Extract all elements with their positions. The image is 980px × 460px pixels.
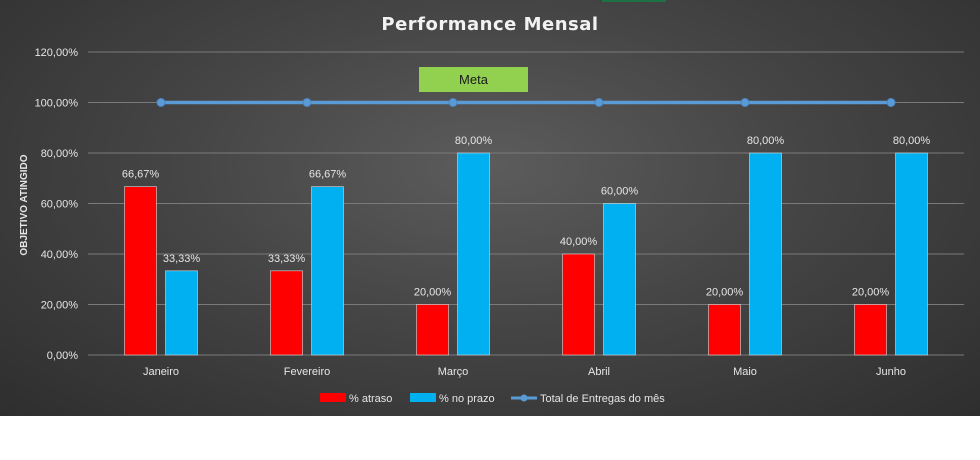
y-tick-label: 20,00% [41,300,79,312]
total-line [156,98,896,107]
total-line-point [886,98,896,107]
data-label: 80,00% [893,135,931,147]
bar-no-prazo [895,152,928,356]
y-tick-label: 0,00% [47,350,78,362]
total-line-point [156,98,166,107]
data-label: 80,00% [455,135,493,147]
bar-no-prazo [603,203,636,356]
chart-area: Performance Mensal OBJETIVO ATINGIDO 0,0… [0,0,980,416]
total-line-point [740,98,750,107]
y-tick-labels: 0,00% 20,00% 40,00% 60,00% 80,00% 100,00% 120,… [35,47,79,362]
x-category-labels: Janeiro Fevereiro Março Abril Maio Junho [143,366,906,378]
data-labels: 66,67% 33,33% 33,33% 66,67% 20,00% 80,00% 40,0… [122,135,931,299]
x-category-label: Janeiro [143,366,179,378]
y-tick-label: 80,00% [41,148,79,160]
bar-no-prazo [165,270,198,356]
legend-label: % atraso [349,393,392,405]
x-category-label: Abril [588,366,610,378]
meta-text: Meta [459,72,489,87]
meta-box [419,67,528,92]
legend-label: % no prazo [439,393,495,405]
chart-svg: Performance Mensal OBJETIVO ATINGIDO 0,0… [19,14,964,405]
x-category-label: Fevereiro [284,366,330,378]
chart-title: Performance Mensal [381,14,598,35]
meta-annotation: Meta [419,67,528,92]
bar-atraso [562,253,595,356]
data-label: 66,67% [309,169,347,181]
data-label: 66,67% [122,169,160,181]
bars [124,152,928,356]
bar-atraso [854,304,887,356]
data-label: 80,00% [747,135,785,147]
data-label: 20,00% [414,287,452,299]
bar-no-prazo [749,152,782,356]
top-accent-bar [602,0,666,2]
bar-atraso [270,270,303,356]
y-tick-label: 120,00% [35,47,79,59]
legend-label: Total de Entregas do mês [540,393,665,405]
total-line-point [302,98,312,107]
x-category-label: Março [438,366,469,378]
data-label: 33,33% [163,253,201,265]
bar-atraso [416,304,449,356]
y-tick-label: 40,00% [41,249,79,261]
data-label: 20,00% [852,287,890,299]
y-tick-label: 100,00% [35,98,79,110]
legend: % atraso % no prazo Total de Entregas do m… [320,393,665,405]
legend-swatch-marker [520,394,528,402]
gridlines [88,51,964,356]
x-category-label: Junho [876,366,906,378]
total-line-point [594,98,604,107]
y-axis-label: OBJETIVO ATINGIDO [19,154,30,255]
total-line-point [448,98,458,107]
data-label: 33,33% [268,253,306,265]
data-label: 60,00% [601,186,639,198]
legend-swatch [320,393,346,402]
legend-swatch [410,393,436,402]
bar-atraso [124,186,157,356]
y-tick-label: 60,00% [41,199,79,211]
bar-no-prazo [311,186,344,356]
data-label: 20,00% [706,287,744,299]
x-category-label: Maio [733,366,757,378]
bar-no-prazo [457,152,490,356]
data-label: 40,00% [560,236,598,248]
bar-atraso [708,304,741,356]
